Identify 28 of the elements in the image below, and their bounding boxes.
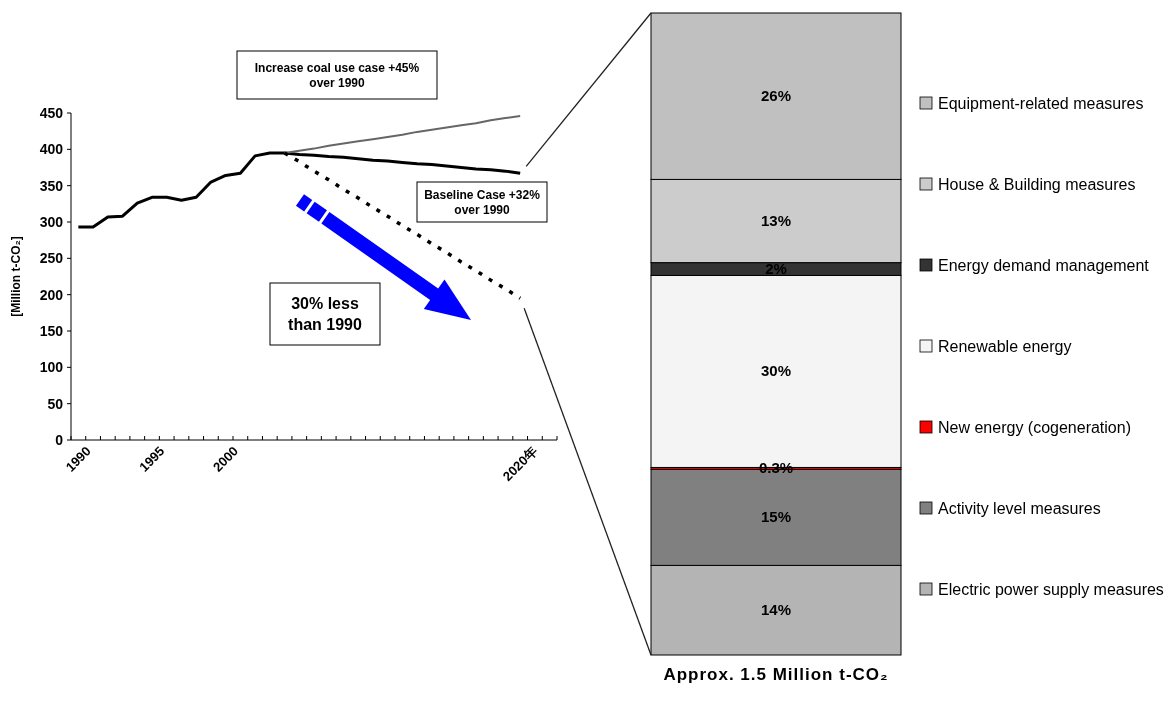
y-tick-label: 50 [47,395,64,412]
text: Increase coal use case +45% over 1990 [254,60,420,91]
y-tick-label: 300 [39,214,64,230]
y-tick-label: 350 [39,177,64,194]
data-label: 26% [760,87,792,105]
data-label: 30% [760,362,792,380]
legend-label: Electric power supply measures [938,581,1164,598]
y-tick-label: 200 [39,286,64,303]
legend-label: Activity level measures [938,500,1101,517]
data-label: 0.3% [758,459,794,477]
legend-label: Renewable energy [938,338,1072,355]
y-axis-title: [Million t-CO₂] [9,236,23,317]
data-label: 15% [760,508,792,526]
legend-label: New energy (cogeneration) [938,419,1131,436]
y-tick-label: 150 [39,323,64,339]
legend-label: Energy demand management [938,257,1150,274]
y-tick-label: 0 [55,432,64,448]
annotation: 30% less than 1990 [288,295,363,334]
y-tick-label: 450 [39,105,64,121]
y-tick-label: 400 [39,141,64,158]
data-label: 14% [760,601,792,619]
y-tick-label: 100 [39,359,64,376]
annotation: Baseline Case +32% over 1990 [424,187,541,218]
legend-label: House & Building measures [938,176,1136,193]
y-tick-label: 250 [39,250,64,267]
data-label: 13% [760,212,792,230]
x-axis-title: Approx. 1.5 Million t-CO₂ [663,665,889,684]
legend-label: Equipment-related measures [938,95,1144,112]
